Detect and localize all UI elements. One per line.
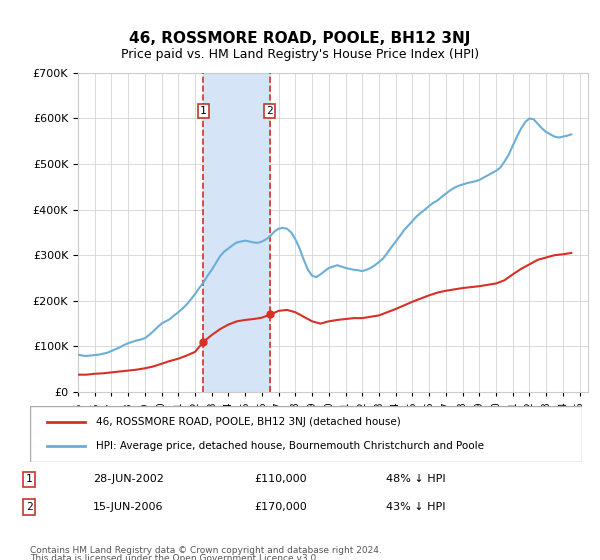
Text: 46, ROSSMORE ROAD, POOLE, BH12 3NJ: 46, ROSSMORE ROAD, POOLE, BH12 3NJ — [130, 31, 470, 46]
Text: 43% ↓ HPI: 43% ↓ HPI — [386, 502, 446, 512]
Text: Price paid vs. HM Land Registry's House Price Index (HPI): Price paid vs. HM Land Registry's House … — [121, 48, 479, 60]
Text: 1: 1 — [200, 106, 206, 116]
Text: This data is licensed under the Open Government Licence v3.0.: This data is licensed under the Open Gov… — [30, 554, 319, 560]
Text: 28-JUN-2002: 28-JUN-2002 — [92, 474, 164, 484]
Text: 1: 1 — [26, 474, 32, 484]
Text: 46, ROSSMORE ROAD, POOLE, BH12 3NJ (detached house): 46, ROSSMORE ROAD, POOLE, BH12 3NJ (deta… — [96, 417, 401, 427]
Text: 48% ↓ HPI: 48% ↓ HPI — [386, 474, 446, 484]
Text: 2: 2 — [26, 502, 32, 512]
FancyBboxPatch shape — [30, 406, 582, 462]
Bar — [203, 73, 269, 392]
Text: Contains HM Land Registry data © Crown copyright and database right 2024.: Contains HM Land Registry data © Crown c… — [30, 546, 382, 555]
Text: £110,000: £110,000 — [254, 474, 307, 484]
Text: £170,000: £170,000 — [254, 502, 307, 512]
Text: HPI: Average price, detached house, Bournemouth Christchurch and Poole: HPI: Average price, detached house, Bour… — [96, 441, 484, 451]
Text: 2: 2 — [266, 106, 273, 116]
Text: 15-JUN-2006: 15-JUN-2006 — [92, 502, 163, 512]
